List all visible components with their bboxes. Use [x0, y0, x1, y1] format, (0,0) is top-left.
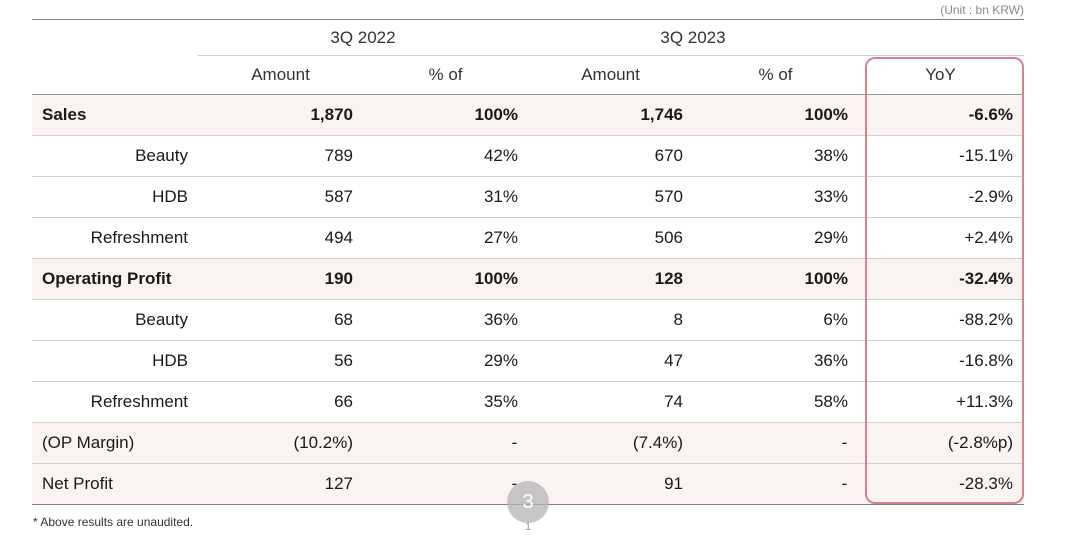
cell-percent-2022: 100%: [474, 269, 518, 288]
row-label: Refreshment: [90, 228, 188, 247]
row-label: Operating Profit: [42, 269, 172, 288]
cell-amount-2023: (7.4%): [632, 433, 683, 452]
cell-percent-2022: 29%: [483, 351, 518, 370]
footnote: * Above results are unaudited.: [33, 515, 194, 529]
results-table: 3Q 2022 3Q 2023 Amount % of Amount % of …: [32, 19, 1024, 505]
header-row-columns: Amount % of Amount % of YoY: [32, 56, 1024, 95]
cell-percent-2022: -: [511, 474, 518, 493]
table-row-op-margin: (OP Margin) (10.2%) - (7.4%) - (-2.8%p): [32, 423, 1024, 464]
header-percent-2022: % of: [428, 65, 463, 84]
cell-amount-2023: 670: [654, 146, 683, 165]
header-3q2022: 3Q 2022: [330, 28, 396, 47]
table-row-op-refreshment: Refreshment 66 35% 74 58% +11.3%: [32, 382, 1024, 423]
table-row-net-profit: Net Profit 127 - 91 - -28.3%: [32, 464, 1024, 505]
row-label: Net Profit: [42, 474, 113, 493]
cell-percent-2022: 100%: [474, 105, 518, 124]
table-row-sales: Sales 1,870 100% 1,746 100% -6.6%: [32, 95, 1024, 136]
cell-percent-2023: 29%: [813, 228, 848, 247]
cell-amount-2022: 587: [324, 187, 353, 206]
table-row-sales-refreshment: Refreshment 494 27% 506 29% +2.4%: [32, 218, 1024, 259]
table-row-op-hdb: HDB 56 29% 47 36% -16.8%: [32, 341, 1024, 382]
cell-percent-2023: -: [841, 433, 848, 452]
cell-yoy: -15.1%: [959, 146, 1013, 165]
header-amount-2022: Amount: [251, 65, 310, 84]
cell-yoy: -88.2%: [959, 310, 1013, 329]
cell-yoy: +2.4%: [964, 228, 1013, 247]
cell-percent-2022: -: [511, 433, 518, 452]
cell-amount-2023: 47: [664, 351, 683, 370]
row-label: Refreshment: [90, 392, 188, 411]
cell-amount-2022: 789: [324, 146, 353, 165]
cell-amount-2022: 127: [324, 474, 353, 493]
cell-amount-2023: 1,746: [640, 105, 683, 124]
cell-percent-2022: 42%: [483, 146, 518, 165]
header-row-periods: 3Q 2022 3Q 2023: [32, 19, 1024, 56]
table-row-op-beauty: Beauty 68 36% 8 6% -88.2%: [32, 300, 1024, 341]
unit-note: (Unit : bn KRW): [940, 3, 1024, 17]
cell-amount-2022: 56: [334, 351, 353, 370]
table-row-sales-beauty: Beauty 789 42% 670 38% -15.1%: [32, 136, 1024, 177]
table-row-sales-hdb: HDB 587 31% 570 33% -2.9%: [32, 177, 1024, 218]
row-label: Beauty: [135, 146, 188, 165]
header-yoy: YoY: [925, 65, 956, 84]
cell-amount-2022: 1,870: [310, 105, 353, 124]
cell-percent-2023: -: [841, 474, 848, 493]
cell-yoy: +11.3%: [956, 392, 1013, 411]
cell-percent-2022: 27%: [483, 228, 518, 247]
cell-yoy: -32.4%: [959, 269, 1013, 288]
row-label: HDB: [152, 187, 188, 206]
cell-yoy: -16.8%: [959, 351, 1013, 370]
cell-amount-2023: 74: [664, 392, 683, 411]
cell-percent-2022: 36%: [483, 310, 518, 329]
cell-amount-2022: 68: [334, 310, 353, 329]
cell-amount-2023: 91: [664, 474, 683, 493]
cell-percent-2022: 31%: [483, 187, 518, 206]
cell-yoy: -6.6%: [968, 105, 1013, 124]
cell-yoy: -2.9%: [968, 187, 1013, 206]
cell-yoy: -28.3%: [959, 474, 1013, 493]
page-number-small: 1: [525, 521, 532, 533]
cell-amount-2023: 8: [673, 310, 683, 329]
row-label: (OP Margin): [42, 433, 135, 452]
cell-amount-2022: 494: [324, 228, 353, 247]
cell-percent-2022: 35%: [483, 392, 518, 411]
cell-percent-2023: 33%: [813, 187, 848, 206]
cell-amount-2023: 506: [654, 228, 683, 247]
header-amount-2023: Amount: [581, 65, 640, 84]
cell-amount-2022: 190: [324, 269, 353, 288]
row-label: Sales: [42, 105, 87, 124]
cell-amount-2023: 570: [654, 187, 683, 206]
cell-percent-2023: 58%: [813, 392, 848, 411]
cell-yoy: (-2.8%p): [947, 433, 1013, 452]
table-row-operating-profit: Operating Profit 190 100% 128 100% -32.4…: [32, 259, 1024, 300]
cell-percent-2023: 100%: [804, 269, 848, 288]
cell-percent-2023: 38%: [813, 146, 848, 165]
page-number-badge: 3: [507, 481, 549, 523]
header-3q2023: 3Q 2023: [660, 28, 726, 47]
row-label: Beauty: [135, 310, 188, 329]
cell-amount-2022: 66: [334, 392, 353, 411]
header-percent-2023: % of: [758, 65, 793, 84]
row-label: HDB: [152, 351, 188, 370]
cell-percent-2023: 36%: [813, 351, 848, 370]
cell-amount-2022: (10.2%): [293, 433, 353, 452]
cell-percent-2023: 100%: [804, 105, 848, 124]
cell-percent-2023: 6%: [823, 310, 848, 329]
cell-amount-2023: 128: [654, 269, 683, 288]
